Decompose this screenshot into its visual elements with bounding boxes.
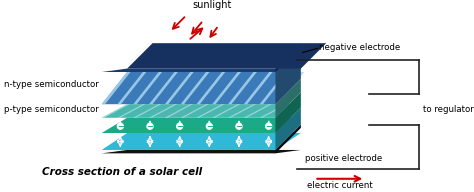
Polygon shape — [102, 69, 301, 72]
Polygon shape — [102, 133, 301, 150]
Polygon shape — [102, 72, 130, 104]
Text: −: − — [206, 122, 213, 131]
Polygon shape — [228, 72, 257, 104]
Polygon shape — [275, 47, 301, 104]
Text: +: + — [117, 137, 124, 146]
Polygon shape — [275, 92, 301, 133]
Text: −: − — [176, 122, 183, 131]
Polygon shape — [127, 43, 326, 69]
Polygon shape — [260, 72, 289, 104]
Polygon shape — [181, 72, 210, 104]
Polygon shape — [149, 104, 177, 118]
Circle shape — [118, 123, 123, 129]
Text: −: − — [236, 122, 243, 131]
Circle shape — [206, 123, 212, 129]
Text: p-type semiconductor: p-type semiconductor — [4, 105, 99, 114]
Text: +: + — [265, 137, 273, 146]
Polygon shape — [102, 104, 130, 118]
Polygon shape — [212, 104, 240, 118]
Polygon shape — [275, 43, 301, 72]
Polygon shape — [260, 104, 288, 118]
Text: +: + — [176, 137, 183, 146]
Polygon shape — [275, 72, 304, 104]
Polygon shape — [118, 104, 146, 118]
Polygon shape — [275, 79, 301, 118]
Text: negative electrode: negative electrode — [319, 43, 401, 52]
Text: +: + — [206, 137, 213, 146]
Polygon shape — [102, 150, 301, 153]
Polygon shape — [196, 72, 225, 104]
Text: Cross section of a solar cell: Cross section of a solar cell — [42, 167, 202, 177]
Polygon shape — [244, 104, 272, 118]
Circle shape — [265, 123, 272, 129]
Polygon shape — [196, 104, 224, 118]
Polygon shape — [102, 118, 301, 133]
Text: −: − — [117, 122, 124, 131]
Text: positive electrode: positive electrode — [305, 154, 383, 163]
Polygon shape — [165, 104, 193, 118]
Text: +: + — [146, 137, 154, 146]
Polygon shape — [118, 72, 146, 104]
Polygon shape — [228, 104, 256, 118]
Circle shape — [147, 123, 153, 129]
Text: electric current: electric current — [307, 181, 373, 190]
Circle shape — [236, 123, 242, 129]
Polygon shape — [181, 104, 209, 118]
Circle shape — [177, 123, 182, 129]
Polygon shape — [275, 108, 301, 150]
Polygon shape — [102, 72, 301, 104]
Polygon shape — [244, 72, 273, 104]
Polygon shape — [275, 125, 301, 153]
Polygon shape — [102, 104, 301, 118]
Text: −: − — [146, 122, 154, 131]
Polygon shape — [275, 104, 303, 118]
Text: to regulator: to regulator — [423, 105, 474, 114]
Text: −: − — [265, 122, 272, 131]
Polygon shape — [133, 72, 162, 104]
Polygon shape — [133, 104, 161, 118]
Text: +: + — [235, 137, 243, 146]
Polygon shape — [165, 72, 194, 104]
Text: sunlight: sunlight — [192, 0, 231, 10]
Polygon shape — [212, 72, 241, 104]
Polygon shape — [149, 72, 178, 104]
Text: n-type semiconductor: n-type semiconductor — [4, 80, 99, 89]
